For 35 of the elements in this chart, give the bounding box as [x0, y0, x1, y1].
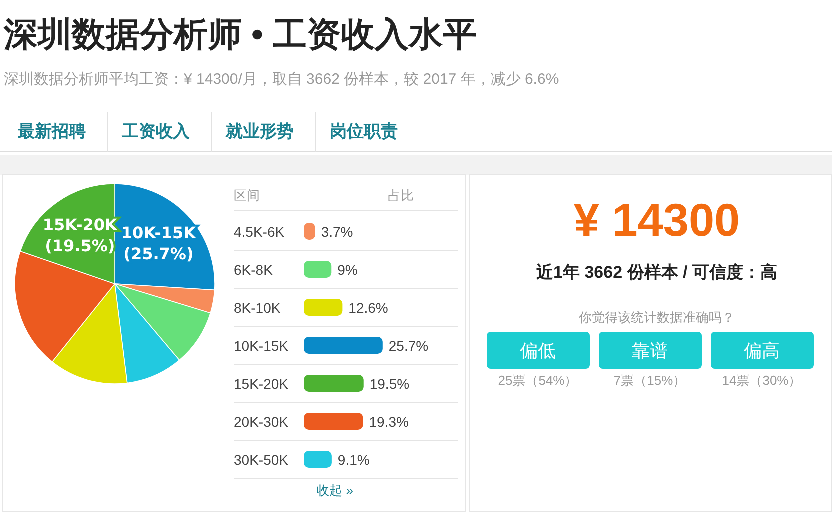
y-axis-title: 区间 [234, 188, 260, 203]
text: 偏低 [520, 341, 556, 361]
data-label: 9.1% [338, 452, 370, 468]
slice-label: 10K-15K [121, 223, 197, 242]
text: 25票（54%） [498, 373, 578, 388]
text: 14票（30%） [722, 373, 802, 388]
data-label: 3.7% [321, 224, 354, 240]
y-tick-label: 8K-10K [234, 300, 282, 316]
data-label: (19.5%) [45, 236, 116, 256]
data-label: 25.7% [388, 338, 429, 354]
text: 收起 » [316, 483, 354, 498]
text: 深圳数据分析师平均工资：¥ 14300/月，取自 3662 份样本，较 2017 年，减少 6.6% [4, 71, 560, 88]
data-label: (25.7%) [124, 244, 194, 264]
data-label: 9% [338, 262, 358, 278]
text: 偏高 [744, 341, 780, 361]
data-label: 19.3% [369, 414, 409, 430]
text: 就业形势 [225, 122, 294, 141]
text: 7票（15%） [614, 373, 686, 388]
y-tick-label: 20K-30K [234, 414, 290, 430]
text: 你觉得该统计数据准确吗？ [578, 310, 735, 325]
y-tick-label: 30K-50K [234, 452, 290, 468]
y-tick-label: 15K-20K [234, 376, 290, 392]
text: 岗位职责 [330, 122, 398, 141]
y-tick-label: 4.5K-6K [234, 224, 286, 240]
text: 靠谱 [632, 341, 668, 361]
y-tick-label: 6K-8K [234, 262, 274, 278]
data-label: 19.5% [370, 376, 410, 392]
text: 工资收入 [121, 122, 191, 141]
data-label: 12.6% [348, 300, 388, 316]
text: 近1年 3662 份样本 / 可信度：高 [536, 263, 778, 282]
text: ¥ 14300 [574, 194, 740, 246]
x-axis-title: 占比 [388, 188, 414, 203]
text: 深圳数据分析师 • 工资收入水平 [3, 16, 477, 54]
y-tick-label: 10K-15K [234, 338, 290, 354]
text: 最新招聘 [17, 122, 86, 141]
